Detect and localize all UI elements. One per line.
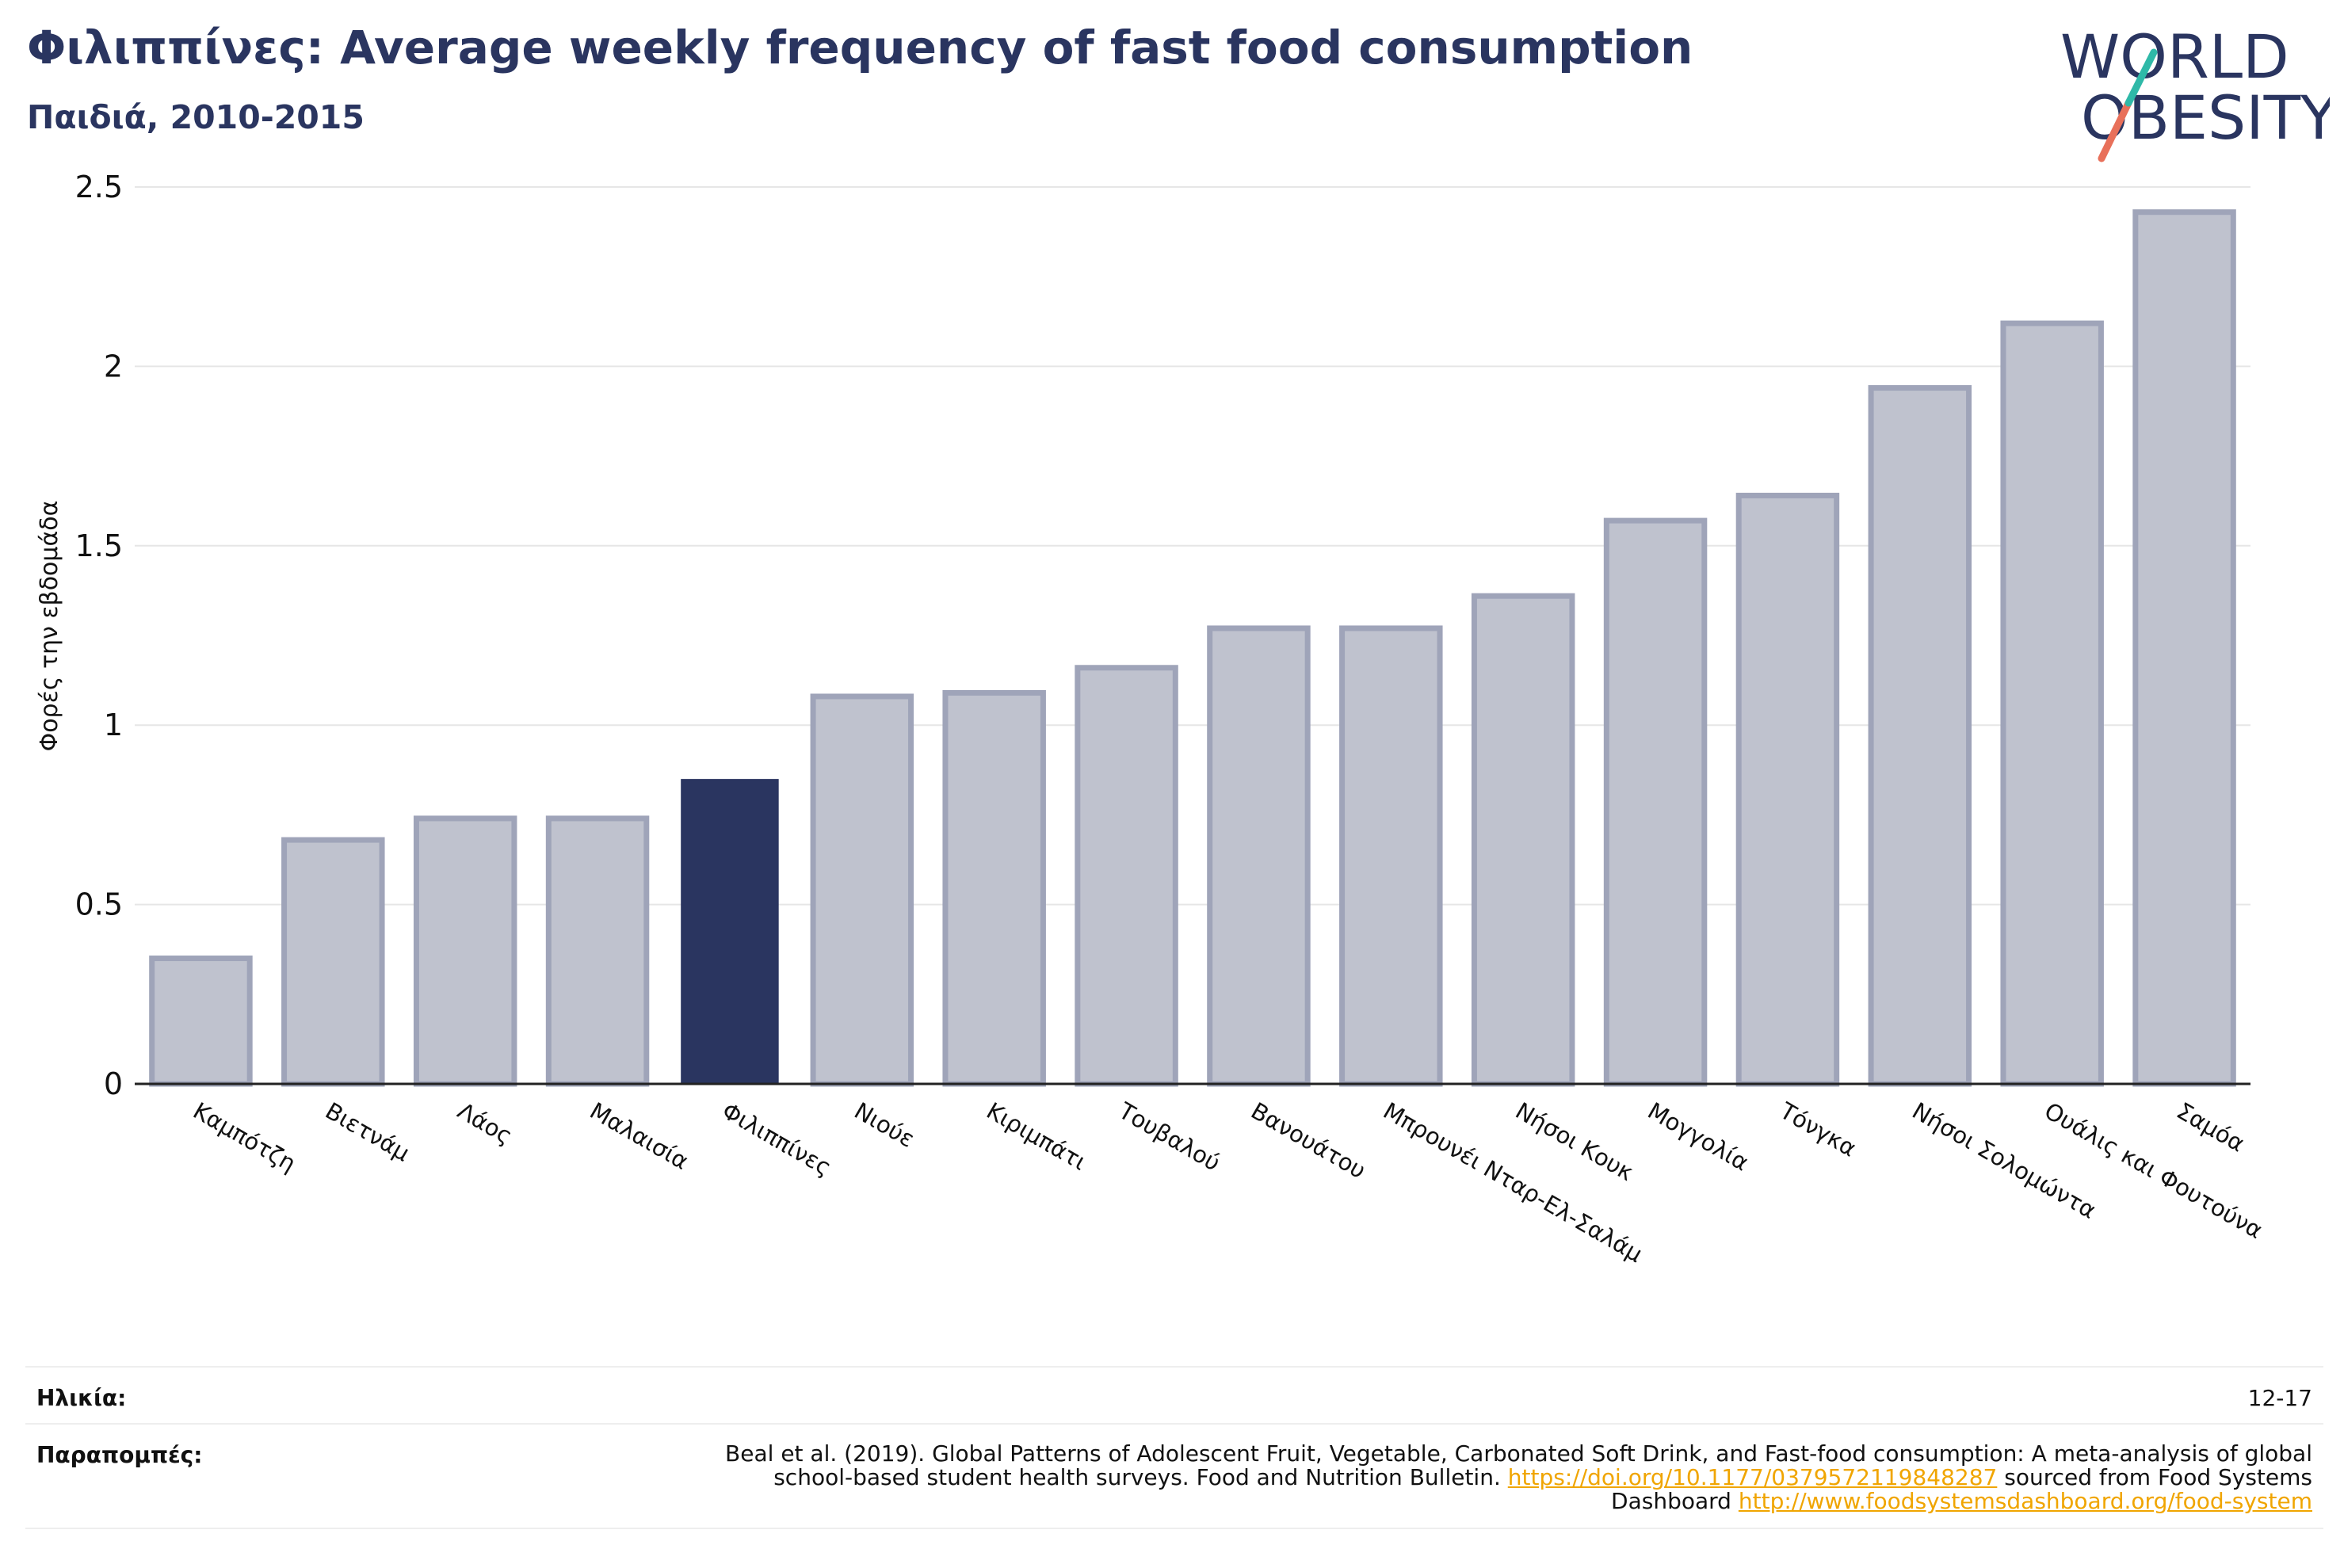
bar-16	[2132, 209, 2236, 1087]
logo-slash-red	[2098, 99, 2132, 162]
bar-8	[1075, 665, 1178, 1087]
bar-6	[810, 693, 914, 1087]
world-obesity-logo: WORLD OBESITY	[2060, 24, 2330, 162]
x-tick-label: Μογγολία	[1643, 1097, 1754, 1177]
bar-4	[545, 815, 650, 1087]
age-label: Ηλικία:	[36, 1385, 127, 1411]
y-tick-label: 2	[104, 349, 123, 383]
references-text: Beal et al. (2019). Global Patterns of A…	[688, 1442, 2312, 1513]
age-value: 12-17	[2247, 1385, 2312, 1411]
footer-age-row: Ηλικία: 12-17	[25, 1385, 2323, 1417]
x-tick-label: Φιλιππίνες	[717, 1097, 836, 1181]
x-tick-label: Τόνγκα	[1775, 1097, 1861, 1162]
bar-14	[1868, 385, 1972, 1087]
x-tick-label: Ουάλις και Φουτούνα	[2040, 1097, 2267, 1244]
x-tick-label: Καμπότζη	[189, 1097, 300, 1177]
bar-2	[281, 837, 385, 1087]
references-label: Παραπομπές:	[36, 1442, 203, 1468]
x-tick-label: Λάος	[453, 1097, 517, 1150]
bar-11	[1471, 593, 1575, 1087]
x-tick-label: Μαλαισία	[586, 1097, 693, 1175]
bar-12	[1603, 517, 1708, 1087]
bars	[149, 209, 2236, 1087]
footer-divider-mid	[25, 1423, 2323, 1425]
x-tick-label: Βανουάτου	[1246, 1097, 1370, 1185]
chart-subtitle: Παιδιά, 2010-2015	[27, 98, 365, 136]
bar-1	[149, 956, 253, 1087]
reference-citation: Beal et al. (2019). Global Patterns of A…	[725, 1440, 2312, 1490]
bar-3	[413, 815, 517, 1087]
bar-13	[1735, 492, 1840, 1087]
reference-doi-link[interactable]: https://doi.org/10.1177/0379572119848287	[1507, 1464, 1998, 1490]
chart-title: Φιλιππίνες: Average weekly frequency of …	[27, 21, 1693, 74]
bar-chart: 0 0.5 1 1.5 2 2.5 Καμπότζη Βιετνάμ Λάος Μαλαισία Φ…	[36, 170, 2267, 1268]
y-tick-label: 1	[104, 708, 123, 742]
footer-references-row: Παραπομπές: Beal et al. (2019). Global P…	[25, 1442, 2323, 1521]
x-tick-label: Μπρουνέι Νταρ-Ελ-Σαλάμ	[1379, 1097, 1647, 1268]
y-tick-label: 0.5	[75, 887, 123, 922]
bar-10	[1339, 625, 1443, 1087]
y-tick-label: 1.5	[75, 528, 123, 563]
x-tick-label: Νήσοι Κουκ	[1511, 1097, 1639, 1186]
x-tick-label: Κιριμπάτι	[982, 1097, 1091, 1176]
footer-divider-bottom	[25, 1528, 2323, 1529]
x-tick-label: Βιετνάμ	[321, 1097, 414, 1167]
reference-dashboard-link[interactable]: http://www.foodsystemsdashboard.org/food…	[1738, 1488, 2312, 1514]
y-tick-label: 2.5	[75, 170, 123, 204]
logo-word-world: WORLD	[2060, 24, 2289, 92]
x-tick-label: Τουβαλού	[1113, 1097, 1224, 1177]
bar-5	[681, 779, 779, 1084]
x-tick-label: Σαμόα	[2172, 1097, 2249, 1158]
footer-divider-top	[25, 1366, 2323, 1368]
y-tick-label: 0	[104, 1066, 123, 1101]
bar-7	[942, 689, 1046, 1087]
x-tick-label: Νιούε	[849, 1097, 919, 1153]
reference-source-text: sourced from Food Systems Dashboard	[1611, 1464, 2312, 1514]
bar-15	[2000, 320, 2104, 1087]
bar-9	[1207, 625, 1311, 1087]
y-axis-label: Φορές την εβδομάδα	[36, 501, 63, 752]
logo-slash-teal	[2124, 48, 2158, 107]
